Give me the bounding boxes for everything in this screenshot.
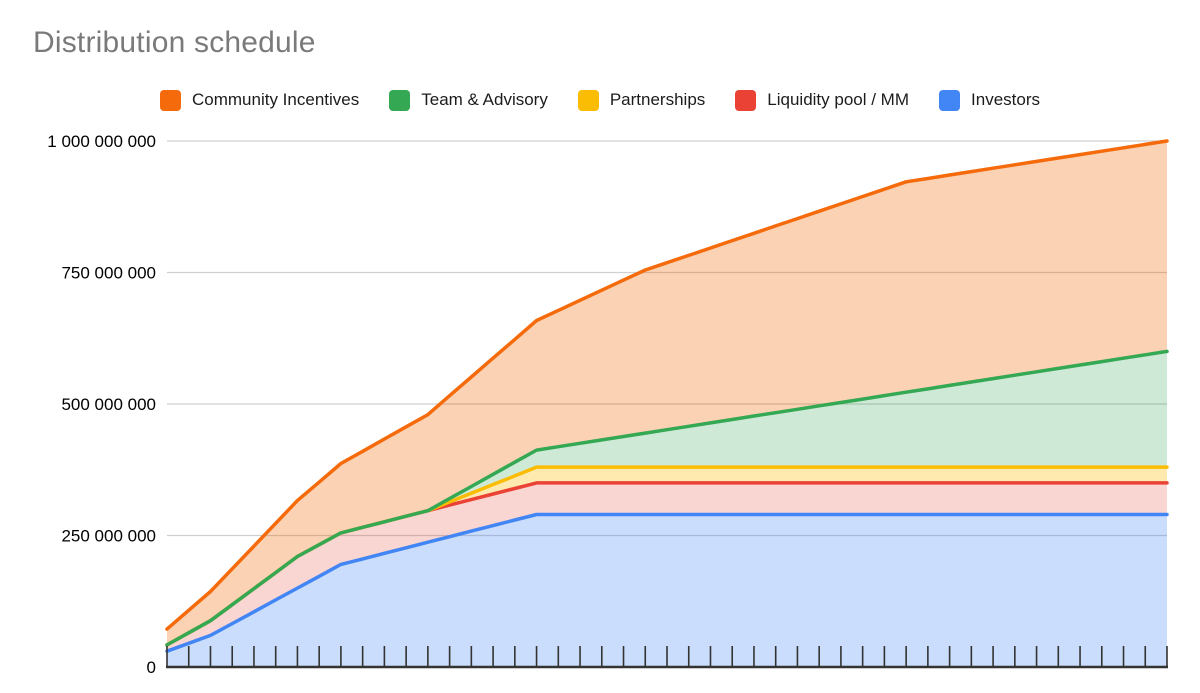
legend-item-label: Partnerships [609,90,706,109]
x-axis-ticks [166,646,1168,667]
series-line-team-advisory[interactable] [165,349,1169,647]
legend-swatch-icon [160,89,181,111]
series-area-liquidity-pool-mm[interactable] [167,482,1167,652]
series-line-investors[interactable] [165,512,1169,653]
legend-swatch-icon [389,89,411,111]
y-axis-tick-label: 250 000 000 [61,527,156,546]
chart-legend: Community Incentives Team & Advisory Partn… [0,88,1200,112]
legend-item-community-incentives[interactable]: Community Incentives [160,89,360,111]
legend-item-investors[interactable]: Investors [939,89,1040,111]
y-axis-tick-label: 0 [147,658,156,677]
legend-item-team-advisory[interactable]: Team & Advisory [389,89,548,111]
y-axis-labels: 1 000 000 000 750 000 000 500 000 000 250 0… [47,132,156,677]
legend-item-liquidity-pool-mm[interactable]: Liquidity pool / MM [735,89,910,111]
legend-item-label: Investors [971,90,1040,109]
series-lines [165,139,1169,653]
y-axis-tick-label: 500 000 000 [61,395,156,414]
legend-item-label: Community Incentives [192,90,360,109]
page-title: Distribution schedule [33,26,316,59]
legend-item-label: Liquidity pool / MM [767,90,910,109]
series-line-community-incentives[interactable] [165,139,1169,631]
legend-swatch-icon [577,89,599,111]
legend-item-partnerships[interactable]: Partnerships [577,89,706,111]
series-area-investors[interactable] [167,514,1167,668]
series-area-team-advisory[interactable] [167,351,1167,645]
legend-item-label: Team & Advisory [421,90,548,109]
y-axis-tick-label: 750 000 000 [61,264,156,283]
series-areas [167,141,1167,667]
series-area-community-incentives[interactable] [167,141,1167,645]
legend-swatch-icon [939,89,961,111]
legend-swatch-icon [735,89,757,111]
y-axis-tick-label: 1 000 000 000 [47,132,156,151]
